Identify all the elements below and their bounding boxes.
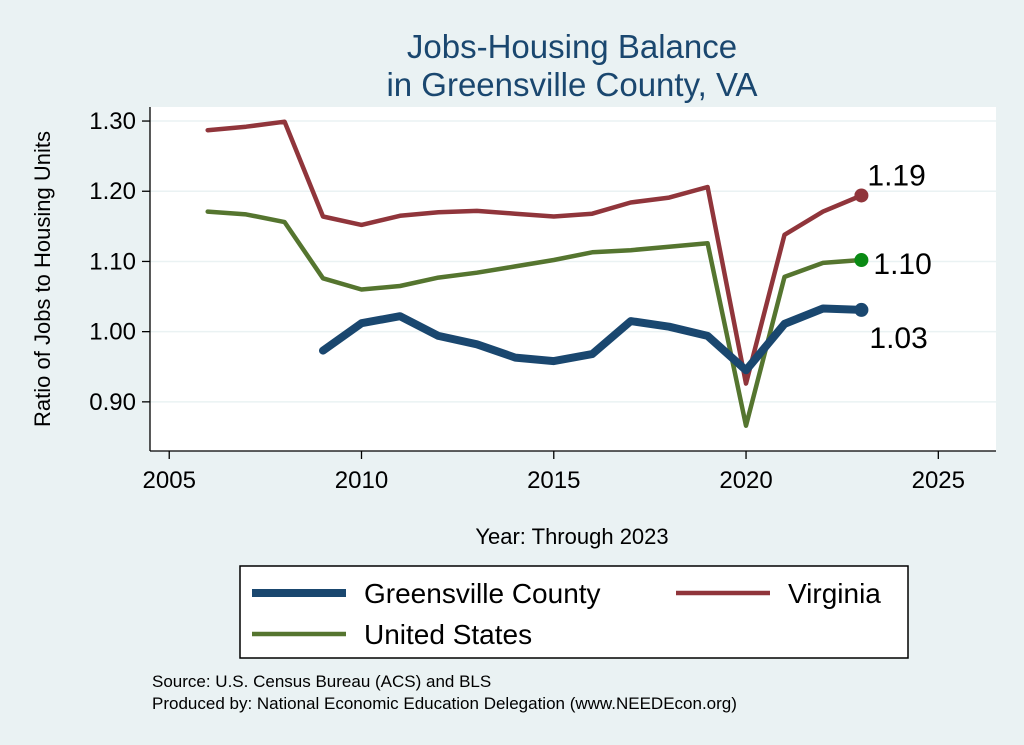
x-tick-label: 2020: [719, 467, 772, 494]
y-tick-label: 0.90: [89, 389, 136, 416]
y-axis-title: Ratio of Jobs to Housing Units: [30, 131, 55, 427]
y-tick-label: 1.00: [89, 319, 136, 346]
source-note: Source: U.S. Census Bureau (ACS) and BLS: [152, 672, 491, 691]
x-tick-label: 2005: [143, 467, 196, 494]
end-labels: 1.03 1.19 1.10: [854, 159, 932, 355]
end-marker-greensville-county: [854, 302, 869, 317]
end-marker-virginia: [854, 188, 869, 203]
end-label-greensville-county: 1.03: [869, 322, 927, 355]
y-tick-label: 1.30: [89, 108, 136, 135]
plot-area: [150, 107, 996, 451]
y-tick-label: 1.10: [89, 248, 136, 275]
produced-by-note: Produced by: National Economic Education…: [152, 694, 737, 713]
series-line-united-states: [205, 209, 864, 428]
legend-box: [239, 565, 909, 659]
x-tick-label: 2025: [912, 467, 965, 494]
series-group: [205, 119, 866, 428]
legend-label-greensville-county: Greensville County: [364, 578, 601, 609]
legend-label-united-states: United States: [364, 619, 532, 650]
end-label-virginia: 1.19: [867, 159, 925, 192]
x-tick-label: 2010: [335, 467, 388, 494]
legend-label-virginia: Virginia: [788, 578, 881, 609]
chart-title-line-2: in Greensville County, VA: [386, 66, 757, 103]
legend-items: Greensville County Virginia United States: [252, 578, 881, 650]
end-marker-united-states: [854, 253, 869, 268]
axes: 0.90 1.00 1.10 1.20 1.30 2005 2010 2015 2020 2025: [89, 107, 996, 494]
end-label-united-states: 1.10: [873, 248, 931, 281]
series-line-greensville-county: [319, 304, 866, 375]
chart-title-line-1: Jobs-Housing Balance: [407, 28, 737, 65]
x-axis-title: Year: Through 2023: [475, 524, 668, 549]
x-tick-label: 2015: [527, 467, 580, 494]
legend: Greensville County Virginia United States: [239, 565, 909, 659]
y-tick-label: 1.20: [89, 178, 136, 205]
